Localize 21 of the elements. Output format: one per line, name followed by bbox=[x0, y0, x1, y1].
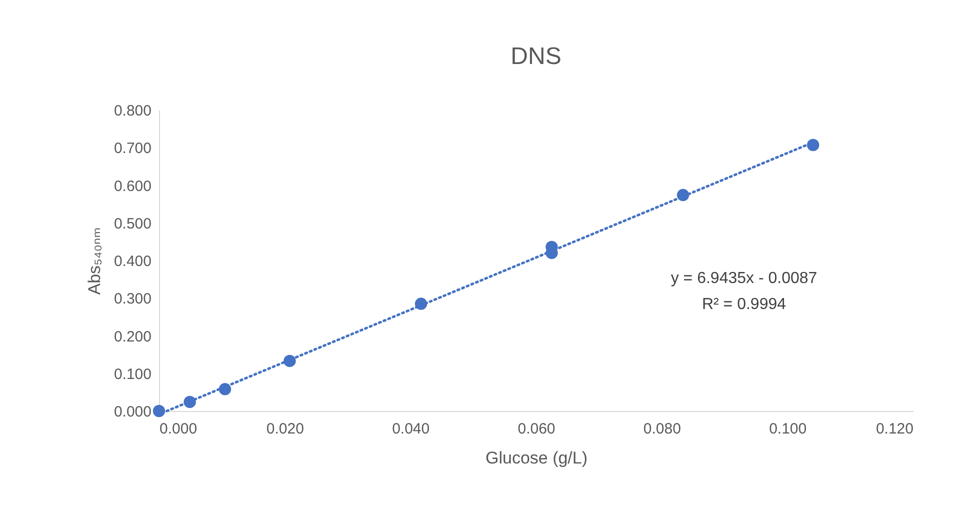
y-tick-label: 0.000 bbox=[114, 404, 152, 420]
y-tick-label: 0.400 bbox=[114, 253, 152, 270]
y-tick-label: 0.500 bbox=[114, 215, 152, 232]
y-tick-label: 0.100 bbox=[114, 366, 152, 383]
y-axis-title: Abs₅₄₀ₙₘ bbox=[84, 227, 104, 295]
y-tick-label: 0.700 bbox=[114, 140, 152, 158]
y-tick-label: 0.800 bbox=[114, 102, 152, 120]
x-axis-title: Glucose (g/L) bbox=[485, 448, 588, 468]
x-tick-label: 0.100 bbox=[769, 420, 807, 438]
x-tick-label: 0.060 bbox=[518, 420, 556, 438]
x-tick-label: 0.120 bbox=[876, 420, 914, 438]
y-tick-label: 0.600 bbox=[114, 178, 152, 195]
annotation: y = 6.9435x - 0.0087 bbox=[670, 270, 818, 287]
chart-title: DNS bbox=[510, 43, 562, 70]
annotation: R² = 0.9994 bbox=[702, 296, 786, 313]
x-tick-label: 0.040 bbox=[392, 420, 430, 438]
x-tick-label: 0.080 bbox=[643, 420, 681, 438]
x-tick-label: 0.000 bbox=[160, 420, 198, 438]
y-tick-label: 0.300 bbox=[114, 290, 152, 308]
x-tick-label: 0.020 bbox=[266, 420, 304, 438]
y-tick-label: 0.200 bbox=[114, 328, 152, 346]
